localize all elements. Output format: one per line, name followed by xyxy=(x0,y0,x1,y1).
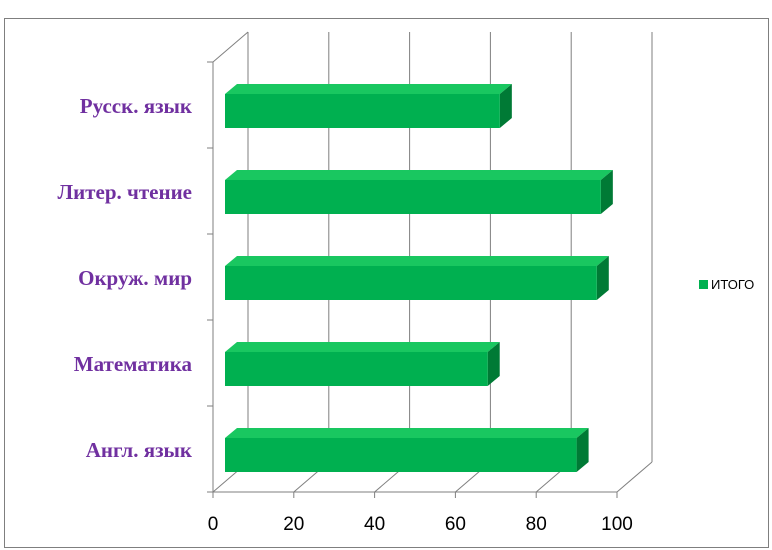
bar-side xyxy=(576,428,589,472)
bar-top xyxy=(225,342,500,352)
bar xyxy=(225,438,577,472)
x-tick-label: 20 xyxy=(283,514,304,535)
x-tick-label: 60 xyxy=(445,514,466,535)
bar xyxy=(225,94,500,128)
bar-side xyxy=(499,84,512,128)
bar xyxy=(225,266,597,300)
bar xyxy=(225,180,601,214)
x-tick-label: 80 xyxy=(526,514,547,535)
chart-border xyxy=(4,18,769,548)
category-label: Математика xyxy=(74,352,193,376)
category-label: Литер. чтение xyxy=(57,180,192,204)
x-tick-label: 40 xyxy=(364,514,385,535)
bar-top xyxy=(225,84,512,94)
bar xyxy=(225,352,488,386)
left-wall-top xyxy=(212,31,249,63)
bar-top xyxy=(225,170,613,180)
bar-side xyxy=(600,170,613,214)
legend-label: ИТОГО xyxy=(711,277,754,292)
x-tick-label: 100 xyxy=(601,514,633,535)
category-label: Окруж. мир xyxy=(78,266,192,290)
category-label: Русск. язык xyxy=(80,94,193,118)
bar-side xyxy=(487,342,500,386)
bar-side xyxy=(596,256,609,300)
x-tick-label: 0 xyxy=(208,514,219,535)
bar-top xyxy=(225,256,609,266)
gridline-floor xyxy=(616,461,653,493)
bar-top xyxy=(225,428,589,438)
category-label: Англ. язык xyxy=(86,438,193,462)
legend-swatch xyxy=(699,280,708,289)
